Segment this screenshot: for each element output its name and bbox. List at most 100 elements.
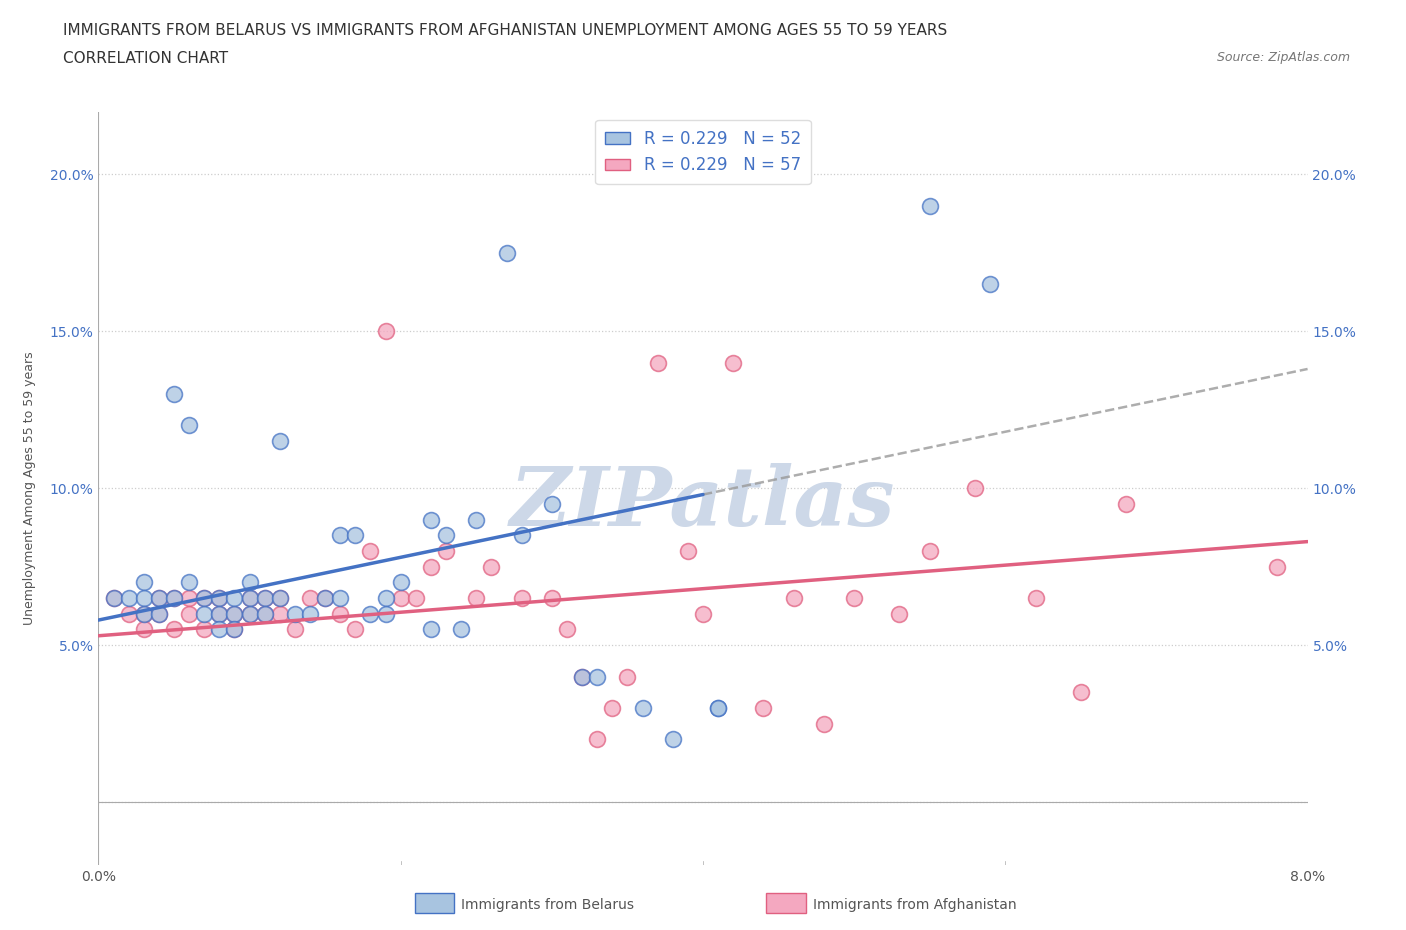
Point [284,622,307,637]
Point [918,543,941,558]
Point [465,591,488,605]
Point [299,591,322,605]
Point [269,433,291,448]
Point [420,622,443,637]
Point [329,591,352,605]
Point [179,418,201,433]
Point [239,575,262,590]
Point [918,198,941,213]
Point [208,622,231,637]
Point [269,591,291,605]
Point [571,670,593,684]
Point [707,700,730,715]
Point [586,670,609,684]
Point [571,670,593,684]
Point [389,575,412,590]
Point [253,606,276,621]
Point [224,591,246,605]
Point [647,355,669,370]
Point [179,606,201,621]
Point [481,559,503,574]
Point [752,700,775,715]
Point [132,622,155,637]
Point [1115,497,1137,512]
Point [163,622,186,637]
Point [163,591,186,605]
Point [224,622,246,637]
Point [344,528,367,543]
Point [510,591,533,605]
Point [299,606,322,621]
Point [193,591,215,605]
Text: Immigrants from Afghanistan: Immigrants from Afghanistan [813,897,1017,912]
Point [374,324,396,339]
Point [676,543,699,558]
Point [253,591,276,605]
Point [631,700,654,715]
Point [329,606,352,621]
Text: IMMIGRANTS FROM BELARUS VS IMMIGRANTS FROM AFGHANISTAN UNEMPLOYMENT AMONG AGES 5: IMMIGRANTS FROM BELARUS VS IMMIGRANTS FR… [63,23,948,38]
Text: CORRELATION CHART: CORRELATION CHART [63,51,228,66]
Point [723,355,745,370]
Point [118,591,141,605]
Text: ZIPatlas: ZIPatlas [510,463,896,543]
Point [450,622,472,637]
Point [269,606,291,621]
Point [707,700,730,715]
Point [586,732,609,747]
Point [103,591,125,605]
Point [132,606,155,621]
Point [118,606,141,621]
Point [103,591,125,605]
Point [661,732,683,747]
Point [208,591,231,605]
Point [179,591,201,605]
Point [510,528,533,543]
Point [344,622,367,637]
Point [224,606,246,621]
Point [692,606,714,621]
Point [208,606,231,621]
Point [405,591,427,605]
Y-axis label: Unemployment Among Ages 55 to 59 years: Unemployment Among Ages 55 to 59 years [22,352,35,625]
Point [434,543,457,558]
Point [132,575,155,590]
Point [540,497,562,512]
Point [495,246,517,260]
Point [889,606,911,621]
Point [148,606,170,621]
Point [239,606,262,621]
Point [1025,591,1047,605]
Point [269,591,291,605]
Point [360,606,382,621]
Point [239,591,262,605]
Point [224,606,246,621]
Text: Immigrants from Belarus: Immigrants from Belarus [461,897,634,912]
Point [374,606,396,621]
Point [132,606,155,621]
Point [434,528,457,543]
Point [540,591,562,605]
Point [979,277,1001,292]
Point [253,591,276,605]
Point [389,591,412,605]
Point [374,591,396,605]
Point [314,591,336,605]
Point [314,591,336,605]
Point [193,591,215,605]
Point [179,575,201,590]
Point [1070,684,1092,699]
Point [329,528,352,543]
Point [420,559,443,574]
Point [208,606,231,621]
Point [783,591,806,605]
Point [193,622,215,637]
Point [239,606,262,621]
Text: Source: ZipAtlas.com: Source: ZipAtlas.com [1216,51,1350,64]
Legend: R = 0.229   N = 52, R = 0.229   N = 57: R = 0.229 N = 52, R = 0.229 N = 57 [595,120,811,184]
Point [420,512,443,527]
Point [239,591,262,605]
Point [253,606,276,621]
Point [148,591,170,605]
Point [813,716,835,731]
